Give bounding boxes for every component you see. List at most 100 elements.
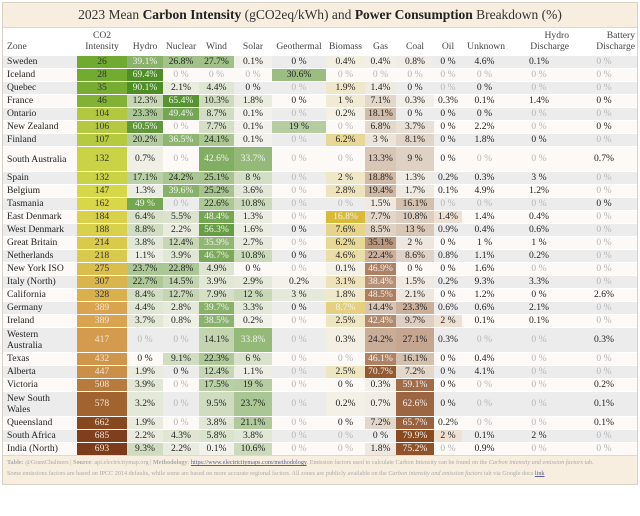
value-cell-battery-discharge: 0 % xyxy=(571,429,637,443)
footer-line2-italic: Carbon intensity and emission factors xyxy=(388,470,483,477)
value-cell-hydro-discharge: 0.1% xyxy=(507,314,571,328)
value-cell-coal: 0 % xyxy=(396,262,434,276)
value-cell-coal: 16.1% xyxy=(396,352,434,366)
value-cell-wind: 3.8% xyxy=(199,416,234,430)
co2-intensity-cell: 447 xyxy=(77,365,127,379)
table-row: Netherlands 218 1.1% 3.9% 46.7% 10.8% 0 % 4.6% 2… xyxy=(3,249,637,263)
value-cell-unknown: 0.1% xyxy=(462,314,507,328)
value-cell-hydro-discharge: 3.3% xyxy=(507,275,571,289)
value-cell-biomass: 0.4% xyxy=(326,55,365,69)
value-cell-hydro-discharge: 3 % xyxy=(507,171,571,185)
footer-line1-end: tab. xyxy=(582,459,594,466)
value-cell-hydro-discharge: 0.4% xyxy=(507,210,571,224)
footer-source-label: Source xyxy=(73,459,92,466)
methodology-link[interactable]: https://www.electricitymaps.com/methodol… xyxy=(190,459,307,466)
value-cell-battery-discharge: 0 % xyxy=(571,236,637,250)
value-cell-geothermal: 0 % xyxy=(272,352,326,366)
value-cell-nuclear: 2.2% xyxy=(163,442,199,455)
co2-intensity-cell: 35 xyxy=(77,81,127,95)
value-cell-hydro: 0 % xyxy=(127,352,163,366)
zone-name: Texas xyxy=(3,352,77,366)
value-cell-hydro: 1.9% xyxy=(127,416,163,430)
table-row: Ireland 389 3.7% 0.8% 38.5% 0.2% 0 % 2.5% 42.4% 9… xyxy=(3,314,637,328)
zone-name: New Zealand xyxy=(3,120,77,134)
value-cell-biomass: 0 % xyxy=(326,429,365,443)
table-row: India (North) 693 9.3% 2.2% 0.1% 10.6% 0 % 0 % 1… xyxy=(3,442,637,455)
value-cell-hydro: 1.9% xyxy=(127,365,163,379)
value-cell-unknown: 1.1% xyxy=(462,249,507,263)
header-row: Zone CO2 Intensity Hydro Nuclear Wind Solar Geo… xyxy=(3,28,637,56)
value-cell-battery-discharge: 0 % xyxy=(571,55,637,69)
co2-intensity-cell: 132 xyxy=(77,146,127,172)
value-cell-solar: 23.7% xyxy=(234,391,272,417)
table-row: Victoria 508 3.9% 0 % 17.5% 19 % 0 % 0 % 0.3% 59.… xyxy=(3,378,637,392)
value-cell-unknown: 2.2% xyxy=(462,120,507,134)
value-cell-biomass: 0 % xyxy=(326,416,365,430)
value-cell-unknown: 0 % xyxy=(462,378,507,392)
value-cell-solar: 2.9% xyxy=(234,275,272,289)
value-cell-unknown: 0.3% xyxy=(462,171,507,185)
table-row: Texas 432 0 % 9.1% 22.3% 6 % 0 % 0 % 46.1% 16.1% 0… xyxy=(3,352,637,366)
value-cell-wind: 39.7% xyxy=(199,301,234,315)
value-cell-geothermal: 3 % xyxy=(272,288,326,302)
column-header-nuclear: Nuclear xyxy=(165,41,197,52)
value-cell-battery-discharge: 0 % xyxy=(571,197,637,211)
value-cell-geothermal: 0 % xyxy=(272,55,326,69)
table-row: Western Australia 417 0 % 0 % 14.1% 33.8% 0 % 0… xyxy=(3,327,637,353)
zone-name: Iceland xyxy=(3,68,77,82)
value-cell-solar: 0.1% xyxy=(234,107,272,121)
value-cell-coal: 13 % xyxy=(396,223,434,237)
value-cell-geothermal: 0 % xyxy=(272,133,326,147)
column-header-biomass: Biomass xyxy=(328,41,363,52)
value-cell-hydro: 9.3% xyxy=(127,442,163,455)
value-cell-geothermal: 0 % xyxy=(272,378,326,392)
column-header-gas: Gas xyxy=(373,41,388,52)
value-cell-gas: 18.1% xyxy=(365,107,396,121)
value-cell-unknown: 0.1% xyxy=(462,429,507,443)
value-cell-oil: 0.3% xyxy=(434,327,462,353)
value-cell-gas: 0.4% xyxy=(365,55,396,69)
column-header-oil: Oil xyxy=(441,41,455,52)
value-cell-biomass: 16.8% xyxy=(326,210,365,224)
zone-name: West Denmark xyxy=(3,223,77,237)
value-cell-hydro-discharge: 0 % xyxy=(507,391,571,417)
value-cell-coal: 2 % xyxy=(396,236,434,250)
value-cell-nuclear: 0 % xyxy=(163,327,199,353)
value-cell-wind: 48.4% xyxy=(199,210,234,224)
value-cell-biomass: 3.1% xyxy=(326,275,365,289)
value-cell-wind: 4.4% xyxy=(199,81,234,95)
value-cell-hydro-discharge: 0 % xyxy=(507,378,571,392)
value-cell-wind: 0.1% xyxy=(199,442,234,455)
title-bold-power: Power Consumption xyxy=(354,7,473,22)
title-suffix: Breakdown (%) xyxy=(472,7,562,22)
value-cell-hydro-discharge: 0 % xyxy=(507,327,571,353)
value-cell-nuclear: 12.4% xyxy=(163,236,199,250)
value-cell-solar: 0.2% xyxy=(234,314,272,328)
value-cell-wind: 38.5% xyxy=(199,314,234,328)
value-cell-solar: 0.1% xyxy=(234,120,272,134)
value-cell-oil: 2 % xyxy=(434,429,462,443)
zone-name: France xyxy=(3,94,77,108)
value-cell-geothermal: 0 % xyxy=(272,184,326,198)
value-cell-nuclear: 26.8% xyxy=(163,55,199,69)
google-docs-link[interactable]: link xyxy=(534,470,545,477)
value-cell-nuclear: 0 % xyxy=(163,365,199,379)
value-cell-hydro: 22.7% xyxy=(127,275,163,289)
value-cell-coal: 0 % xyxy=(396,81,434,95)
value-cell-coal: 7.2% xyxy=(396,365,434,379)
value-cell-gas: 48.5% xyxy=(365,288,396,302)
value-cell-gas: 22.4% xyxy=(365,249,396,263)
value-cell-unknown: 0 % xyxy=(462,146,507,172)
value-cell-oil: 0 % xyxy=(434,197,462,211)
value-cell-unknown: 0.9% xyxy=(462,442,507,455)
zone-name: Sweden xyxy=(3,55,77,69)
value-cell-oil: 0.3% xyxy=(434,94,462,108)
value-cell-solar: 21.1% xyxy=(234,416,272,430)
co2-intensity-cell: 107 xyxy=(77,133,127,147)
value-cell-battery-discharge: 0.7% xyxy=(571,146,637,172)
value-cell-gas: 24.2% xyxy=(365,327,396,353)
value-cell-solar: 1.3% xyxy=(234,210,272,224)
value-cell-hydro: 20.2% xyxy=(127,133,163,147)
value-cell-wind: 10.3% xyxy=(199,94,234,108)
value-cell-hydro-discharge: 2 % xyxy=(507,429,571,443)
